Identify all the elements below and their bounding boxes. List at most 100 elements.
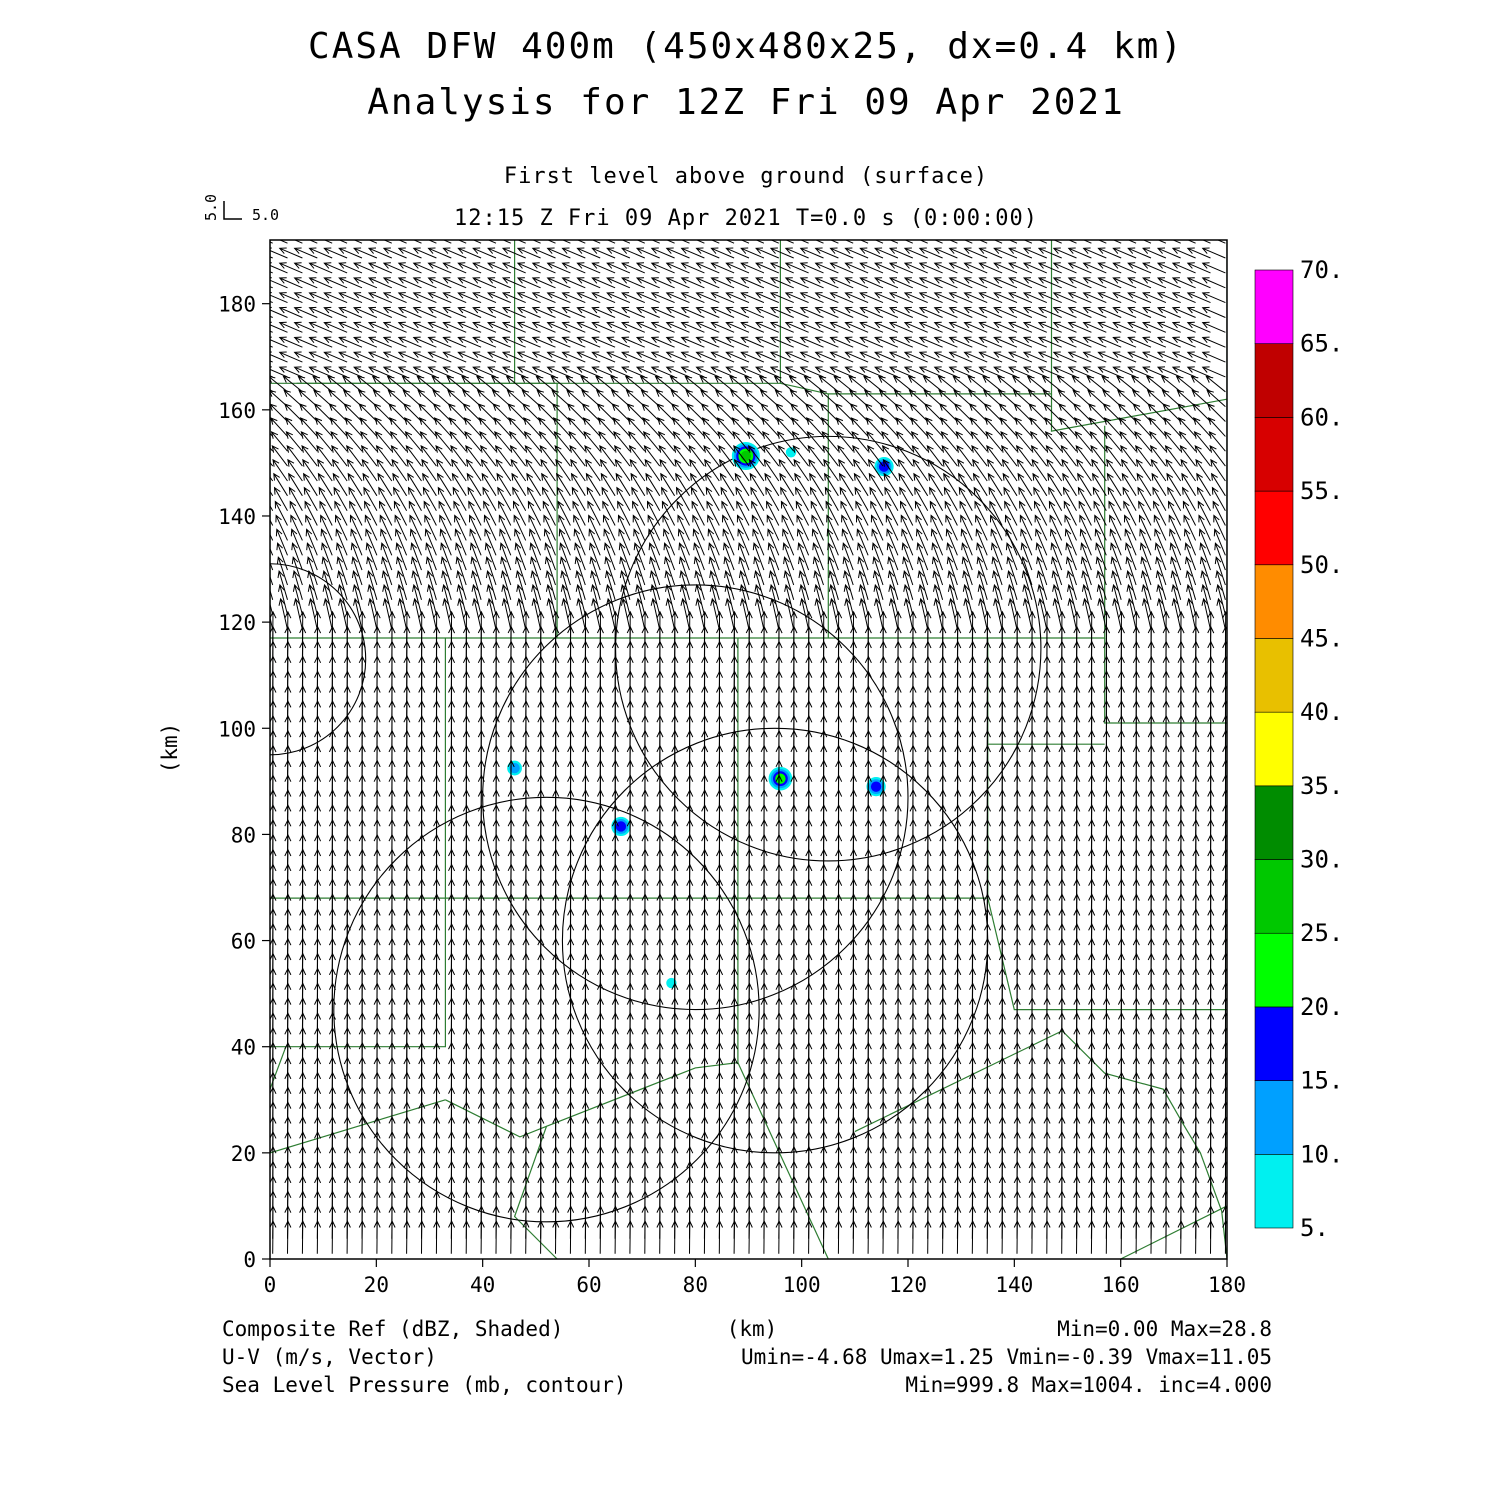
wind-vector [781,514,795,541]
wind-vector [556,486,571,511]
wind-vector [721,500,735,526]
wind-vector [646,486,661,511]
wind-vector [270,610,277,645]
wind-vector [601,486,616,511]
wind-vector [350,528,363,556]
wind-vector [885,500,899,526]
wind-vector [641,610,649,645]
x-tick-label: 40 [470,1273,495,1297]
county-line [737,1062,829,1259]
wind-vector [618,528,631,556]
wind-vector [424,514,437,541]
wind-vector [320,528,333,556]
wind-vectors [270,240,1227,1254]
wind-vector [1211,486,1226,511]
wind-vector [306,542,318,571]
wind-vector [914,486,929,511]
county-line [270,425,1106,639]
wind-vector [969,610,977,645]
wind-vector [603,542,616,571]
x-tick-label: 120 [889,1273,927,1297]
wind-vector [573,528,586,556]
colorbar-swatch [1254,564,1294,639]
wind-vector [842,542,854,571]
wind-vector [321,542,333,571]
wind-vector [454,514,467,541]
wind-vector [736,514,750,541]
wind-vector [796,528,810,556]
wind-vector [439,528,452,556]
wind-vector [529,542,542,571]
level-label: First level above ground (surface) [504,164,988,189]
wind-vector [899,486,914,511]
wind-vector [587,500,601,526]
wind-vector [1213,528,1226,556]
wind-vector [1182,500,1197,526]
wind-vector [1004,500,1018,526]
colorbar-label: 60. [1300,403,1343,431]
wind-vector [735,486,750,511]
wind-vector [1151,472,1167,497]
wind-vector [512,486,527,511]
y-tick-label: 40 [231,1036,256,1060]
wind-vector [572,500,586,526]
colorbar-label: 55. [1300,477,1343,505]
wind-vector [1136,472,1152,497]
wind-vector [796,514,810,541]
wind-vector [320,514,333,541]
wind-vector [805,610,813,645]
colorbar-label: 15. [1300,1067,1343,1095]
wind-vector [1181,472,1197,497]
wind-vector [1078,500,1092,526]
wind-vector [632,514,646,541]
wind-vector [1106,472,1122,497]
wind-vector [348,486,363,511]
wind-vector [976,542,988,571]
wind-vector [884,486,899,511]
wind-vector [335,514,348,541]
wind-vector [1123,500,1137,526]
wind-vector [960,528,973,556]
wind-vector [1107,486,1122,511]
wind-vector [870,514,884,541]
wind-vector [305,528,318,556]
wind-vector [437,486,452,511]
wind-vector [275,528,288,556]
wind-vector [677,514,690,541]
wind-vector [924,610,932,645]
wind-vector [633,542,646,571]
wind-vector [1018,486,1033,511]
vector-scale-u-label: 5.0 [252,206,279,224]
wind-vector [1048,500,1063,526]
wind-vector [507,610,515,645]
wind-vector [827,542,839,571]
colorbar-swatch [1254,490,1294,566]
wind-vector [648,542,661,571]
wind-vector [514,542,527,571]
wind-vector [782,528,795,556]
colorbar-label: 35. [1300,772,1343,800]
wind-vector [526,472,542,497]
wind-vector [1169,542,1182,571]
vector-scale-icon [223,201,242,220]
wind-vector [1213,514,1226,541]
wind-vector [914,500,929,526]
county-line [557,240,781,384]
wind-vector [990,528,1003,556]
wind-vector [870,500,884,526]
y-tick-label: 120 [218,611,256,635]
colorbar-swatch [1254,1154,1294,1229]
wind-vector [273,486,288,511]
wind-vector [1125,542,1137,571]
wind-vector [448,610,456,645]
wind-vector [720,486,735,511]
wind-vector [1205,375,1226,393]
wind-vector [929,500,944,526]
reflectivity-cell [866,777,886,797]
wind-vector [328,610,336,645]
wind-vector [537,610,545,645]
y-tick-label: 60 [231,930,256,954]
wind-vector [811,514,824,541]
wind-vector [393,486,408,511]
